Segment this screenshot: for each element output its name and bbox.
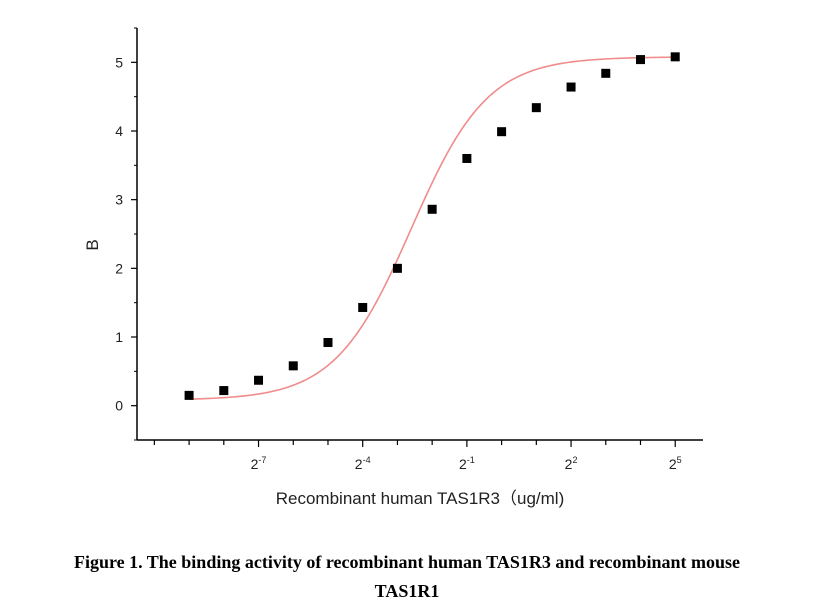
data-points [184,52,680,400]
data-point [601,68,611,78]
fit-curve [189,56,676,400]
x-tick-label: 22 [565,455,578,472]
data-point [358,302,368,312]
data-point [427,204,437,214]
caption-line-2: TAS1R1 [374,581,440,601]
y-tick-label: 1 [115,329,123,345]
caption-line-1: Figure 1. The binding activity of recomb… [73,552,741,572]
data-point [392,263,402,273]
binding-activity-chart: 0 1 2 3 4 5 2-7 2-4 2-1 22 25 B Recombinant human … [83,27,703,508]
x-axis-title: Recombinant human TAS1R3（ug/ml) [276,489,565,508]
data-point [254,375,264,385]
x-tick-label: 2-4 [355,455,371,472]
x-tick-label: 2-1 [459,455,475,472]
x-tick-label: 2-7 [251,455,267,472]
fit-curve-layer [189,56,676,400]
data-point [462,153,472,163]
data-point [219,386,229,396]
data-point [184,390,194,400]
figure-caption: Figure 1. The binding activity of recomb… [0,548,814,606]
data-point [323,337,333,347]
data-point [636,55,645,65]
y-tick-label: 0 [115,398,123,414]
y-tick-label: 2 [115,260,123,276]
y-axis-title: B [83,239,102,250]
data-point [670,52,680,62]
y-tick-label: 4 [115,123,123,139]
data-point [566,82,576,92]
x-tick-label: 25 [669,455,682,472]
data-point [531,103,541,113]
data-point [288,361,298,371]
data-point [497,127,507,137]
y-tick-label: 5 [115,54,123,70]
axes: 0 1 2 3 4 5 2-7 2-4 2-1 22 25 [115,27,703,472]
y-tick-label: 3 [115,192,123,208]
